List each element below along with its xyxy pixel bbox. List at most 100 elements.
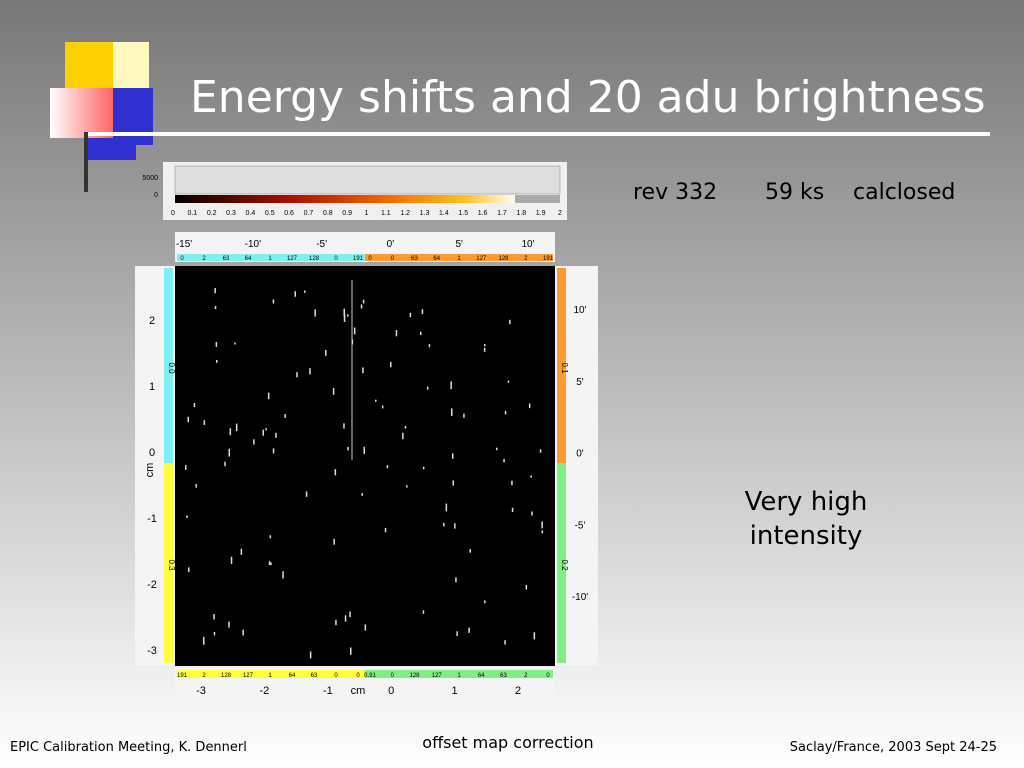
hot-pixel [272,448,275,454]
hot-pixel [504,410,507,415]
hot-pixel [253,439,255,445]
hot-pixel [404,426,407,429]
hot-pixel [334,469,337,476]
colorbar-ticks: 0.4 [246,210,256,217]
hot-pixel [215,342,218,347]
hot-pixel [333,538,335,545]
top-strip-right: 63 [411,256,418,262]
hot-pixel [364,624,367,631]
hot-pixel [463,413,465,418]
right-strip-label: 0.1 [560,362,569,374]
hot-pixel [362,299,365,304]
detector-image [175,266,555,666]
hot-pixel [272,299,275,304]
colorbar-ticks: 1 [365,210,369,217]
top-strip-right: 0 [368,256,372,262]
hot-pixel [386,465,389,469]
bottom-strip-left: 64 [289,673,296,679]
bottom-strip-right: 2 [524,673,528,679]
colorbar-ticks: 1.9 [536,210,546,217]
colorbar-ticks: 0.5 [265,210,275,217]
bottom-strip-right: 64 [478,673,485,679]
hot-pixel [332,388,335,395]
hot-pixel [213,632,216,636]
hot-pixel [275,432,277,438]
left-ticks: 2 [149,315,155,327]
hot-pixel [509,319,511,325]
colorbar [175,195,515,203]
hot-pixel [203,636,205,645]
hot-pixel [188,567,190,573]
hot-pixel [343,423,345,429]
hot-pixel [445,503,448,512]
hot-pixel [428,344,431,348]
hot-pixel [422,610,425,614]
right-ticks: 0' [576,449,584,460]
hot-pixel [468,627,470,633]
bottom-strip-left: 0 [356,673,360,679]
right-strip-label: 0.2 [560,559,569,571]
hot-pixel [262,429,264,436]
hot-pixel [203,420,206,426]
bottom-strip-right: 0.91 [364,673,376,679]
hot-pixel [452,453,454,459]
colorbar-counts: 5000 [142,175,158,182]
left-strip-bottom [164,463,173,663]
hot-pixel [541,530,544,534]
bottom-strip-left: 191 [177,673,188,679]
hot-pixel [384,527,387,533]
hot-pixel [351,339,354,345]
hot-pixel [361,493,363,496]
top-strip-left: 0 [334,256,338,262]
hot-pixel [483,347,486,352]
top-strip-right: 1 [457,256,461,262]
info-rev: rev 332 [633,180,717,205]
colorbar-ticks: 1.3 [420,210,430,217]
top-ticks: -5' [316,239,327,250]
top-ticks: 0' [387,239,395,250]
hot-pixel [496,447,498,451]
bottom-strip-right: 0 [546,673,550,679]
hot-pixel [420,331,422,336]
left-strip-top [164,268,173,463]
colorbar-ticks: 1.7 [497,210,507,217]
top-strip-right: 191 [543,256,554,262]
bottom-strip-right: 1 [457,673,461,679]
colorbar-ticks: 0.7 [304,210,314,217]
top-strip-left: 128 [309,256,320,262]
colorbar-ticks: 0.3 [226,210,236,217]
hot-pixel [484,344,486,347]
top-strip-right: 0 [391,256,395,262]
top-ticks: -10' [245,239,261,250]
hot-pixel [229,428,232,436]
note-line: intensity [750,521,863,551]
footer-center: offset map correction [422,733,593,752]
right-ticks: 10' [573,305,586,316]
hot-pixel [234,342,236,345]
hot-pixel [530,475,532,478]
hot-pixel [450,381,452,390]
hot-pixel [525,585,528,590]
hot-pixel [454,523,456,529]
colorbar-ticks: 0 [171,210,175,217]
hot-pixel [309,368,311,375]
info-exposure: 59 ks [765,180,824,205]
bottom-strip-left: 127 [243,673,254,679]
hot-pixel [213,614,215,620]
hot-pixel [230,556,233,564]
top-ticks: 10' [521,239,534,250]
hot-pixel [362,367,364,374]
hot-pixel [541,521,543,529]
hot-pixel [284,414,286,418]
hot-pixel [282,571,284,579]
hot-pixel [469,549,471,553]
hot-pixel [343,314,346,322]
top-strip-left: 2 [202,256,206,262]
hot-pixel [325,349,327,356]
colorbar-ticks: 2 [558,210,562,217]
hot-pixel [360,304,363,309]
bottom-strip-left: 2 [202,673,206,679]
bottom-strip-left: 128 [221,673,232,679]
colorbar-overflow [515,195,560,203]
